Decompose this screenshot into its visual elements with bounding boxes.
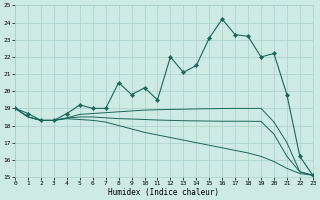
X-axis label: Humidex (Indice chaleur): Humidex (Indice chaleur) [108, 188, 220, 197]
